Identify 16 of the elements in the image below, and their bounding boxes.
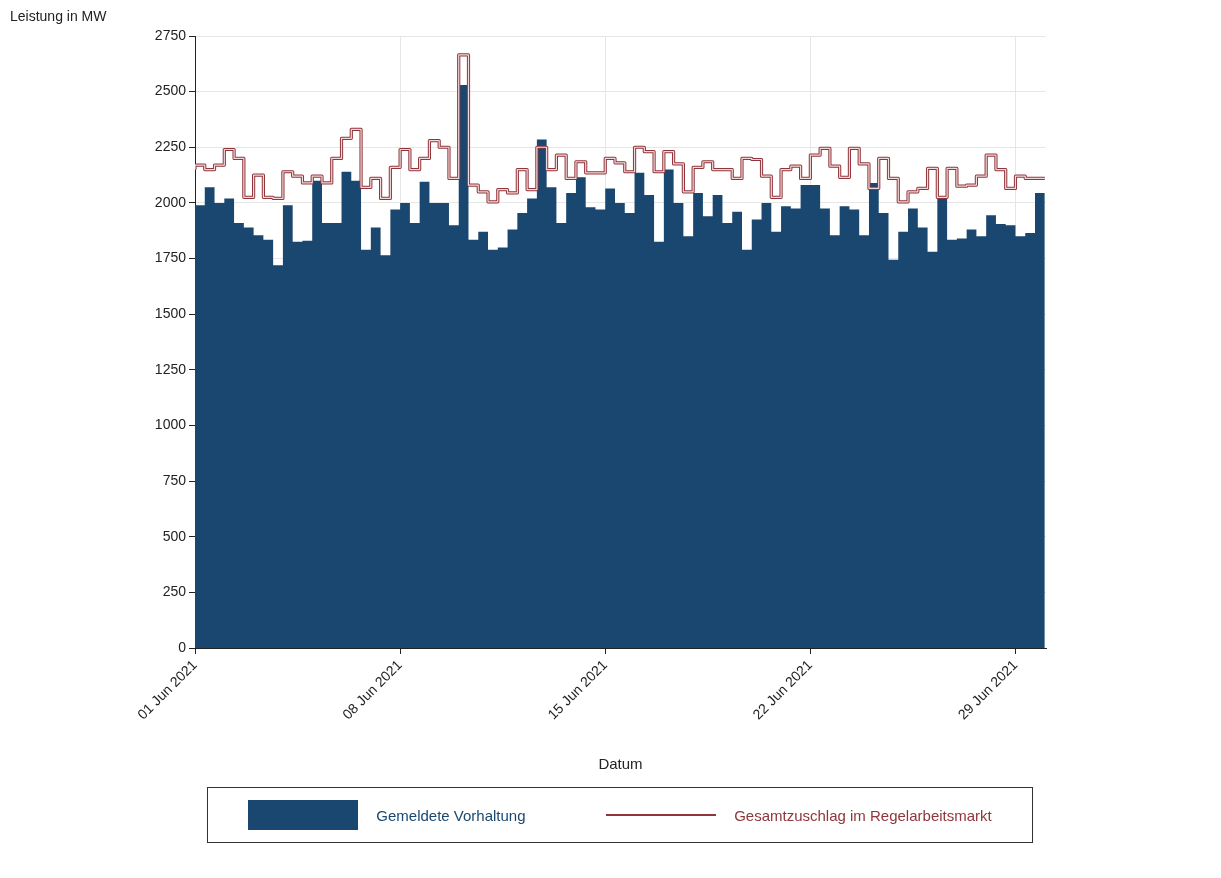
- y-tick-label: 750: [162, 471, 187, 488]
- y-tick-label: 1750: [154, 249, 187, 266]
- y-tick-label: 2000: [154, 193, 187, 210]
- text: Gemeldete Vorhaltung: [376, 806, 526, 824]
- y-tick-label: 2250: [154, 138, 187, 155]
- y-tick-label: 1500: [154, 305, 187, 322]
- y-tick-label: 0: [178, 638, 187, 655]
- x-axis-title: Datum: [598, 755, 643, 773]
- y-tick-label: 2500: [154, 82, 187, 99]
- y-tick-label: 2750: [154, 26, 187, 43]
- y-tick-label: 1000: [154, 416, 187, 433]
- y-tick-label: 1250: [154, 360, 187, 377]
- y-tick-label: 250: [162, 583, 187, 600]
- y-axis-title: Leistung in MW: [10, 7, 108, 24]
- y-tick-label: 500: [162, 527, 187, 544]
- text: Gesamtzuschlag im Regelarbeitsmarkt: [734, 806, 992, 824]
